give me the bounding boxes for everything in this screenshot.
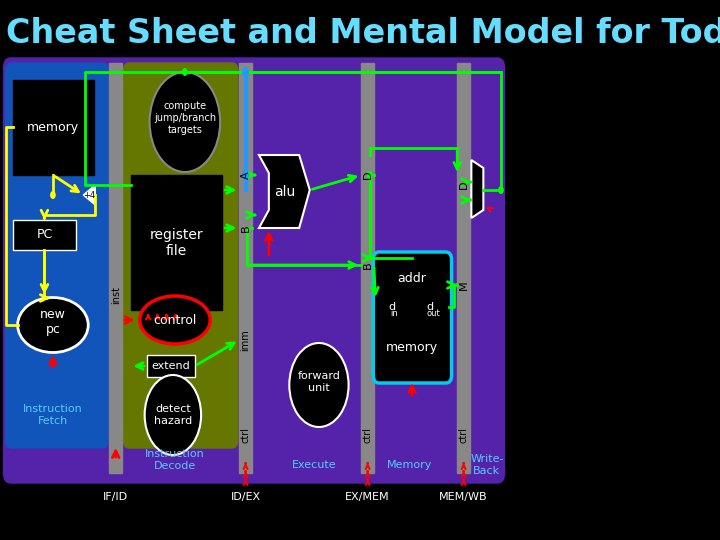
Text: out: out — [426, 308, 440, 318]
Text: register
file: register file — [150, 228, 203, 258]
FancyBboxPatch shape — [373, 252, 451, 383]
Text: D: D — [459, 181, 469, 189]
Ellipse shape — [140, 296, 210, 344]
Polygon shape — [259, 155, 310, 228]
FancyBboxPatch shape — [4, 58, 505, 483]
Text: ID/EX: ID/EX — [230, 492, 261, 502]
Text: PC: PC — [36, 228, 53, 241]
Text: memory: memory — [386, 341, 438, 354]
Text: M: M — [459, 280, 469, 290]
Polygon shape — [84, 185, 95, 205]
Polygon shape — [472, 160, 483, 218]
Circle shape — [498, 186, 504, 194]
Bar — [130, 175, 222, 310]
Bar — [361, 63, 374, 473]
Text: d: d — [427, 302, 434, 312]
FancyBboxPatch shape — [6, 63, 108, 448]
Text: forward
unit: forward unit — [297, 371, 341, 393]
Circle shape — [367, 171, 372, 179]
Text: Instruction
Decode: Instruction Decode — [145, 449, 205, 471]
Text: Write-
Back: Write- Back — [470, 454, 503, 476]
Text: Instruction
Fetch: Instruction Fetch — [23, 404, 83, 426]
Bar — [147, 355, 194, 377]
Bar — [0, 0, 508, 50]
Circle shape — [242, 170, 249, 180]
Text: B: B — [363, 261, 373, 269]
FancyBboxPatch shape — [124, 63, 238, 448]
Text: compute
jump/branch
targets: compute jump/branch targets — [154, 102, 216, 134]
Circle shape — [145, 375, 201, 455]
Text: in: in — [390, 308, 398, 318]
Text: alu: alu — [274, 185, 296, 199]
Text: MEM/WB: MEM/WB — [439, 492, 488, 502]
Text: ctrl: ctrl — [459, 427, 469, 443]
Text: EX/MEM: EX/MEM — [346, 492, 390, 502]
Text: d: d — [388, 302, 395, 312]
Bar — [239, 63, 252, 473]
Text: memory: memory — [27, 120, 79, 133]
Bar — [109, 63, 122, 473]
Text: addr: addr — [397, 272, 426, 285]
Text: D: D — [363, 171, 373, 179]
Text: A: A — [240, 171, 251, 179]
Circle shape — [50, 191, 55, 199]
Text: control: control — [153, 314, 197, 327]
Circle shape — [289, 343, 348, 427]
Text: IF/ID: IF/ID — [103, 492, 128, 502]
Text: B: B — [240, 224, 251, 232]
Bar — [13, 80, 94, 175]
Circle shape — [150, 72, 220, 172]
Text: new
pc: new pc — [40, 308, 66, 336]
Bar — [13, 220, 76, 250]
Text: ctrl: ctrl — [240, 427, 251, 443]
Text: Cheat Sheet and Mental Model for Today: Cheat Sheet and Mental Model for Today — [6, 17, 720, 50]
Text: detect
hazard: detect hazard — [154, 404, 192, 426]
Bar — [457, 63, 470, 473]
Circle shape — [242, 67, 249, 77]
Ellipse shape — [18, 298, 89, 353]
Text: Execute: Execute — [292, 460, 336, 470]
Text: +4: +4 — [83, 191, 95, 199]
Circle shape — [182, 68, 188, 76]
Text: ctrl: ctrl — [363, 427, 373, 443]
Text: Memory: Memory — [387, 460, 432, 470]
Text: extend: extend — [151, 361, 190, 371]
Text: inst: inst — [111, 286, 121, 304]
Text: imm: imm — [240, 329, 251, 351]
